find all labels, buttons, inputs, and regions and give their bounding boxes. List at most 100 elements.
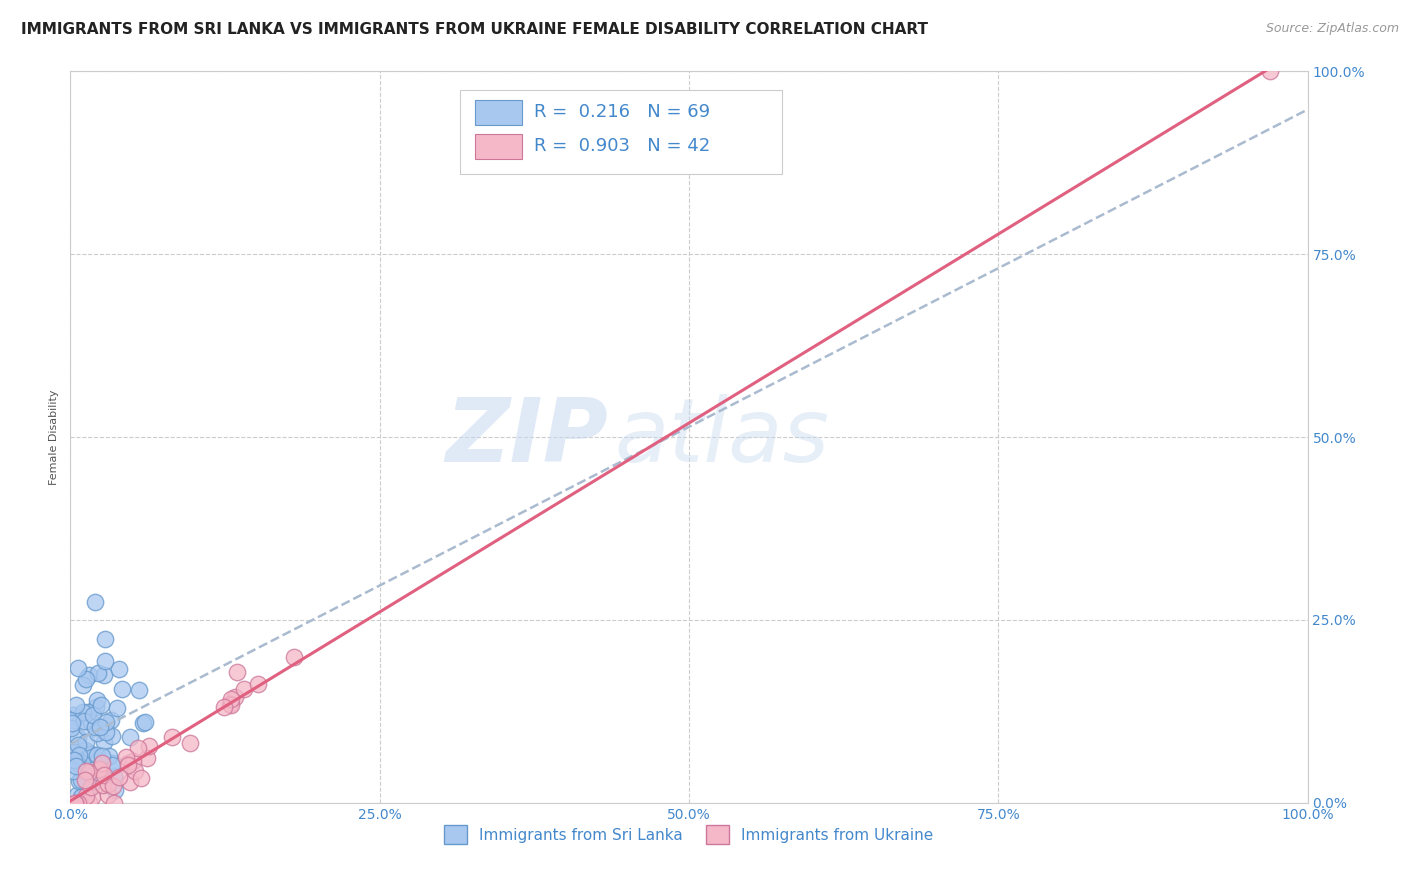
Point [90, 698, 112, 712]
Point [89, 719, 111, 733]
Point [67, 796, 90, 810]
Point [70, 789, 93, 804]
Point [283, 650, 305, 665]
Point [63, 796, 86, 810]
Point [83, 720, 105, 734]
Point [82, 773, 104, 788]
Point [79, 764, 101, 779]
FancyBboxPatch shape [475, 135, 522, 159]
Point [65, 698, 87, 712]
Point [134, 714, 156, 729]
Point [98, 749, 121, 764]
Point [89, 762, 111, 776]
Point [62, 713, 84, 727]
Point [72, 756, 94, 770]
Text: atlas: atlas [614, 394, 830, 480]
Point [226, 665, 249, 680]
Point [104, 783, 127, 797]
Text: R =  0.216   N = 69: R = 0.216 N = 69 [534, 103, 710, 120]
Point [90, 756, 112, 770]
Point [73, 743, 96, 757]
Point [59, 721, 82, 735]
Point [62, 764, 84, 778]
Point [94, 715, 117, 730]
FancyBboxPatch shape [475, 100, 522, 125]
Point [97, 788, 120, 802]
Point [80, 747, 103, 761]
Point [73, 714, 96, 728]
Point [115, 750, 138, 764]
Point [80, 715, 103, 730]
Point [66, 756, 89, 771]
Point [118, 775, 141, 789]
Text: R =  0.903   N = 42: R = 0.903 N = 42 [534, 137, 710, 155]
Point [136, 751, 159, 765]
Point [101, 729, 124, 743]
Point [105, 701, 128, 715]
Point [107, 770, 129, 784]
Point [62, 708, 84, 723]
Point [86, 693, 108, 707]
Point [124, 764, 146, 778]
Point [69, 745, 91, 759]
Point [66, 660, 89, 674]
Point [77, 795, 100, 809]
Point [82, 708, 104, 723]
Point [100, 713, 122, 727]
FancyBboxPatch shape [460, 90, 782, 174]
Point [179, 736, 201, 750]
Point [212, 699, 235, 714]
Legend: Immigrants from Sri Lanka, Immigrants from Ukraine: Immigrants from Sri Lanka, Immigrants fr… [439, 819, 939, 850]
Point [87, 666, 110, 681]
Point [128, 682, 150, 697]
Point [160, 731, 183, 745]
Point [90, 748, 112, 763]
Point [103, 756, 125, 770]
Point [86, 747, 108, 762]
Point [218, 698, 240, 712]
Point [72, 706, 94, 720]
Point [75, 764, 97, 779]
Point [90, 756, 112, 771]
Point [94, 632, 117, 646]
Point [63, 796, 86, 810]
Point [94, 725, 117, 739]
Point [86, 725, 108, 739]
Point [67, 773, 90, 788]
Point [63, 752, 86, 766]
Point [1260, 64, 1282, 78]
Point [73, 772, 96, 787]
Point [121, 755, 143, 769]
Point [221, 692, 243, 706]
Point [77, 705, 100, 719]
Point [103, 796, 125, 810]
Point [69, 772, 91, 787]
Point [86, 700, 108, 714]
Text: ZIP: ZIP [446, 393, 609, 481]
Point [101, 758, 124, 772]
Point [93, 768, 115, 782]
Point [127, 740, 149, 755]
Point [111, 681, 134, 696]
Point [77, 747, 100, 761]
Point [93, 734, 115, 748]
Point [82, 789, 104, 804]
Point [90, 763, 112, 777]
Point [80, 780, 103, 795]
Point [60, 715, 83, 730]
Point [101, 779, 124, 793]
Point [84, 594, 107, 608]
Point [79, 780, 101, 794]
Point [70, 788, 93, 802]
Point [108, 661, 131, 675]
Point [224, 690, 246, 704]
Point [72, 764, 94, 779]
Point [77, 668, 100, 682]
Point [66, 731, 89, 746]
Point [232, 681, 254, 696]
Text: IMMIGRANTS FROM SRI LANKA VS IMMIGRANTS FROM UKRAINE FEMALE DISABILITY CORRELATI: IMMIGRANTS FROM SRI LANKA VS IMMIGRANTS … [21, 22, 928, 37]
Point [117, 758, 139, 772]
Point [91, 778, 114, 792]
Text: Source: ZipAtlas.com: Source: ZipAtlas.com [1265, 22, 1399, 36]
Point [93, 668, 115, 682]
